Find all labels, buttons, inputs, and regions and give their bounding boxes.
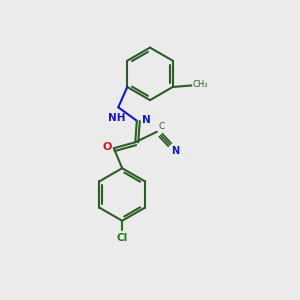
Text: C: C xyxy=(159,122,165,130)
Text: Cl: Cl xyxy=(116,233,128,243)
Text: NH: NH xyxy=(108,113,125,123)
Text: N: N xyxy=(142,115,151,125)
Text: N: N xyxy=(171,146,180,156)
Text: CH₃: CH₃ xyxy=(193,80,208,89)
Text: O: O xyxy=(103,142,112,152)
